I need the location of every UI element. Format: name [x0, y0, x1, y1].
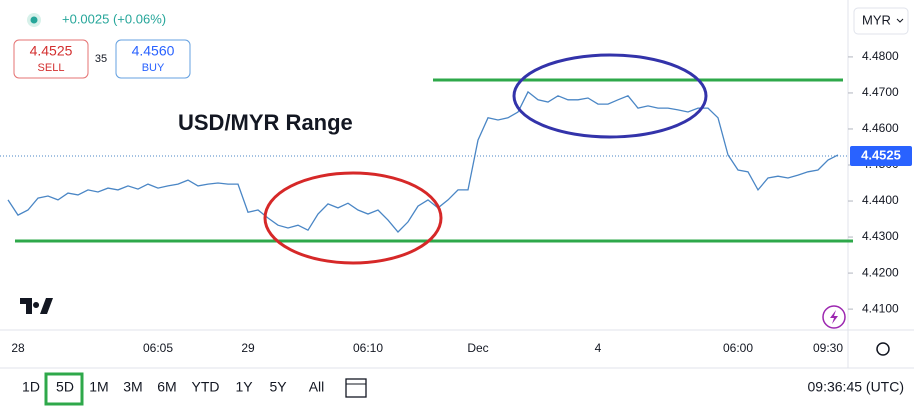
last-price-tag	[850, 145, 912, 166]
spread: 35	[95, 53, 107, 65]
currency-select[interactable]	[853, 7, 909, 35]
sell-button[interactable]	[13, 39, 89, 79]
y-tick-label: 4.4800	[862, 49, 899, 63]
y-tick-label: 4.4100	[862, 301, 899, 315]
y-tick-label: 4.4600	[862, 121, 899, 135]
buy-label: BUY	[142, 62, 165, 74]
range-button[interactable]: 3M	[123, 379, 142, 395]
lightning-icon	[830, 310, 838, 324]
chevron	[896, 18, 904, 23]
price-change: +0.0025 (+0.06%)	[62, 11, 166, 26]
range-button[interactable]: 1M	[89, 379, 108, 395]
x-tick-label: 06:05	[143, 341, 173, 355]
sell-label: SELL	[38, 62, 65, 74]
last-price-label: 4.4525	[861, 147, 901, 162]
buy-button[interactable]	[115, 39, 191, 79]
x-tick-label: 29	[241, 341, 255, 355]
status-dot	[30, 16, 38, 24]
annotation-ellipse	[263, 171, 443, 265]
calendar-icon[interactable]	[345, 378, 367, 398]
y-tick-label: 4.4200	[862, 265, 899, 279]
x-tick-label: 06:10	[353, 341, 383, 355]
x-tick-label: 09:30	[813, 341, 843, 355]
range-button[interactable]: YTD	[192, 379, 220, 395]
range-button[interactable]: 5Y	[269, 379, 287, 395]
range-button[interactable]: 1D	[22, 379, 40, 395]
x-tick-label: Dec	[467, 341, 488, 355]
chart-title: USD/MYR Range	[178, 110, 353, 135]
logo	[20, 298, 53, 314]
range-button[interactable]: 5D	[56, 379, 74, 395]
settings-icon[interactable]	[876, 342, 890, 356]
x-tick-label: 4	[595, 341, 602, 355]
annotation-ellipse	[512, 53, 708, 139]
sell-price: 4.4525	[30, 43, 73, 59]
y-tick-label: 4.4700	[862, 85, 899, 99]
y-tick-label: 4.4400	[862, 193, 899, 207]
range-button[interactable]: 1Y	[235, 379, 253, 395]
x-tick-label: 06:00	[723, 341, 753, 355]
currency: MYR	[862, 12, 891, 27]
range-button[interactable]: All	[309, 379, 325, 395]
price-line	[7, 90, 839, 233]
active-range	[44, 372, 84, 406]
range-button[interactable]: 6M	[157, 379, 176, 395]
x-tick-label: 28	[11, 341, 25, 355]
y-tick-label: 4.4300	[862, 229, 899, 243]
buy-price: 4.4560	[132, 43, 175, 59]
clock: 09:36:45 (UTC)	[808, 379, 904, 395]
